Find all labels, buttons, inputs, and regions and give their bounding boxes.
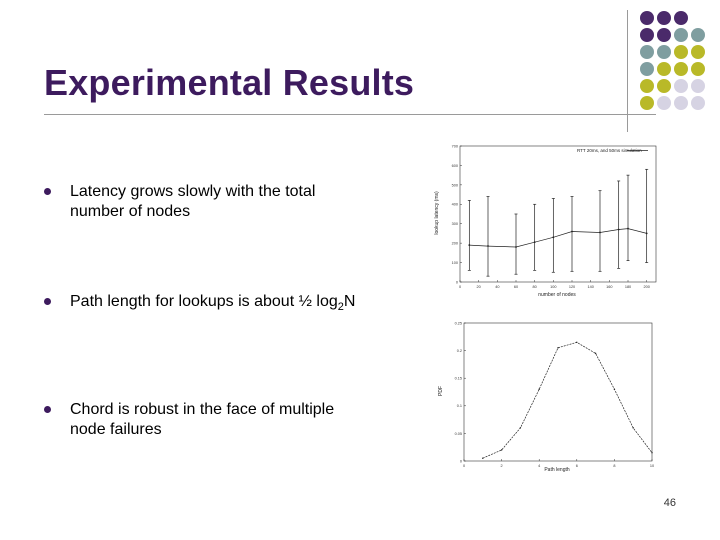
chart2-xtick-label: 2 — [501, 464, 503, 468]
path-length-chart: PDF Path length 0 2 4 6 8 10 0 0.05 0.1 0.15 0.2 0.… — [438, 321, 654, 473]
chart1-ytick-label: 700 — [452, 144, 458, 148]
title-divider — [44, 114, 656, 115]
chart1-xtick-label: 60 — [514, 285, 518, 289]
chart1-xtick-label: 160 — [606, 285, 612, 289]
chart1-xtick-label: 80 — [533, 285, 537, 289]
decoration-dot — [657, 28, 671, 42]
decoration-dot — [640, 11, 654, 25]
decoration-dot — [691, 45, 705, 59]
decoration-dot — [674, 28, 688, 42]
chart2-xlabel: Path length — [544, 467, 570, 473]
chart1-xlabel: number of nodes — [538, 292, 576, 298]
decoration-dot — [691, 28, 705, 42]
decoration-dot — [657, 96, 671, 110]
chart2-ytick-label: 0.15 — [455, 377, 462, 381]
chart1-series-line — [469, 228, 647, 248]
bullet-icon — [44, 298, 51, 305]
chart2-ytick-label: 0.05 — [455, 432, 462, 436]
chart1-ylabel: lookup latency (ms) — [434, 191, 440, 235]
decoration-dot — [691, 62, 705, 76]
chart1-xtick-label: 20 — [477, 285, 481, 289]
chart2-ytick-label: 0 — [460, 459, 462, 463]
chart1-ytick-label: 600 — [452, 164, 458, 168]
chart2-ytick-label: 0.2 — [457, 349, 462, 353]
decoration-dot — [674, 96, 688, 110]
chart1-ytick-label: 100 — [452, 261, 458, 265]
chart2-ytick-label: 0.1 — [457, 404, 462, 408]
chart1-ytick-label: 300 — [452, 222, 458, 226]
chart2-frame — [463, 322, 653, 462]
bullet-text: Path length for lookups is about ½ log2N — [70, 292, 370, 317]
chart1-xtick-label: 140 — [587, 285, 593, 289]
decoration-dot — [640, 96, 654, 110]
decoration-dot — [674, 79, 688, 93]
decoration-dot — [674, 45, 688, 59]
bullet-text-main: Path length for lookups is about ½ log — [70, 293, 338, 310]
decoration-dot — [640, 62, 654, 76]
decoration-dot — [640, 45, 654, 59]
chart1-ytick-label: 0 — [456, 280, 458, 284]
chart1-xtick-label: 40 — [495, 285, 499, 289]
chart2-xtick-label: 0 — [463, 464, 465, 468]
chart2-point — [538, 388, 540, 390]
bullet-icon — [44, 188, 51, 195]
chart1-legend: RTT 20ms, and 50ms simulation — [577, 148, 642, 153]
chart2-ylabel: PDF — [438, 386, 444, 396]
chart1-xtick-label: 180 — [625, 285, 631, 289]
latency-chart: lookup latency (ms) number of nodes RTT … — [434, 144, 657, 298]
decoration-dot — [657, 62, 671, 76]
bullet-text-tail: N — [343, 293, 356, 310]
decoration-dot — [657, 11, 671, 25]
chart1-xtick-label: 120 — [569, 285, 575, 289]
chart1-frame — [459, 145, 657, 283]
bullet-icon — [44, 406, 51, 413]
chart1-ytick-label: 500 — [452, 183, 458, 187]
decoration-dot — [674, 11, 688, 25]
chart2-xtick-label: 10 — [650, 464, 654, 468]
chart1-xtick-label: 100 — [550, 285, 556, 289]
chart2-ytick-label: 0.25 — [455, 321, 462, 325]
page-number: 46 — [663, 497, 676, 509]
decoration-dot — [657, 79, 671, 93]
chart2-xtick-label: 6 — [576, 464, 578, 468]
bullet-text: Chord is robust in the face of multiple … — [70, 401, 335, 438]
decoration-dot — [640, 28, 654, 42]
chart2-series-line — [482, 341, 653, 459]
decoration-dot — [657, 45, 671, 59]
chart2-xtick-label: 8 — [613, 464, 615, 468]
chart1-xtick-label: 200 — [643, 285, 649, 289]
vertical-rule — [627, 10, 628, 132]
chart2-point — [651, 452, 653, 454]
chart1-xtick-label: 0 — [459, 285, 461, 289]
decoration-dot — [674, 62, 688, 76]
chart2-xtick-label: 4 — [538, 464, 540, 468]
chart1-ytick-label: 400 — [452, 203, 458, 207]
decoration-dot — [691, 79, 705, 93]
bullet-text-subscript: 2 — [337, 301, 344, 314]
chart1-ytick-label: 200 — [452, 242, 458, 246]
decoration-dot — [640, 79, 654, 93]
decoration-dot — [691, 96, 705, 110]
slide-title: Experimental Results — [44, 62, 415, 103]
bullet-text: Latency grows slowly with the total numb… — [70, 183, 316, 220]
decoration-dots — [640, 11, 705, 110]
